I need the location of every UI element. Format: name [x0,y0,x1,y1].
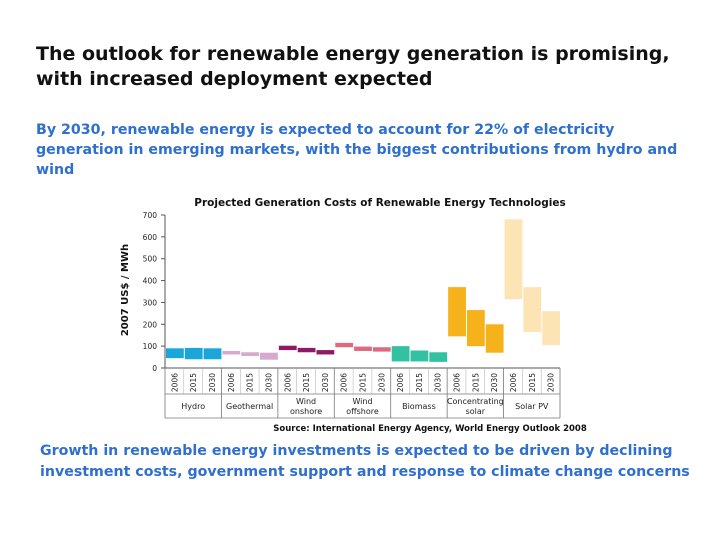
bar [448,287,466,337]
y-tick-label: 400 [143,277,158,286]
bar [542,311,560,346]
x-tick-label: 2015 [528,373,537,392]
bar [372,347,391,352]
group-label: Hydro [181,402,205,411]
x-tick-label: 2030 [377,373,386,392]
bar [184,347,203,360]
bar [391,346,410,362]
bar [466,310,485,347]
group-label: Wind [296,397,316,406]
bar [354,346,372,351]
group-label: Wind [352,397,372,406]
bar [260,352,278,360]
bar [485,324,504,353]
y-tick-label: 700 [143,211,158,220]
y-tick-label: 0 [152,364,157,373]
group-label: solar [466,407,486,416]
y-tick-label: 500 [143,255,158,264]
bar [166,348,184,359]
x-tick-label: 2006 [283,373,292,392]
bar [429,352,448,362]
y-tick-label: 100 [143,342,158,351]
x-tick-label: 2030 [490,373,499,392]
x-tick-label: 2006 [227,373,236,392]
y-tick-label: 600 [143,233,158,242]
plot-area: 0 100 200 300 400 500 600 700 2006 2015 2030 Hydro 2… [143,211,561,419]
x-tick-label: 2006 [453,373,462,392]
source-note: Source: International Energy Agency, Wor… [273,424,587,434]
group-label: offshore [346,407,379,416]
bar [203,348,222,360]
x-tick-label: 2006 [396,373,405,392]
x-tick-label: 2030 [434,373,443,392]
group-label: Solar PV [515,402,549,411]
group-label: Concentrating [447,397,504,406]
x-tick-label: 2015 [471,373,480,392]
bar [278,345,297,351]
x-tick-label: 2015 [302,373,311,392]
x-tick-label: 2006 [170,373,179,392]
x-tick-label: 2030 [264,373,273,392]
bar [335,342,354,348]
x-tick-label: 2015 [359,373,368,392]
bar [504,219,523,300]
slide-title: The outlook for renewable energy generat… [36,43,670,90]
bar [410,350,429,362]
bar [523,287,542,332]
bar [297,347,316,353]
x-tick-label: 2015 [189,373,198,392]
group-label: Geothermal [226,402,273,411]
bar [241,352,260,356]
slide-subtitle: By 2030, renewable energy is expected to… [36,122,678,178]
group-label: Biomass [402,402,436,411]
x-tick-label: 2030 [208,373,217,392]
x-tick-label: 2030 [321,373,330,392]
bar [222,350,241,355]
y-axis-label: 2007 US$ / MWh [120,244,131,336]
bar [316,350,335,355]
x-tick-label: 2006 [340,373,349,392]
y-tick-label: 300 [143,298,158,307]
x-tick-label: 2015 [415,373,424,392]
x-tick-label: 2015 [246,373,255,392]
y-tick-label: 200 [143,320,158,329]
x-tick-label: 2030 [547,373,556,392]
slide-footer: Growth in renewable energy investments i… [40,443,690,480]
chart-title: Projected Generation Costs of Renewable … [194,197,565,209]
group-label: onshore [290,407,322,416]
x-tick-label: 2006 [509,373,518,392]
